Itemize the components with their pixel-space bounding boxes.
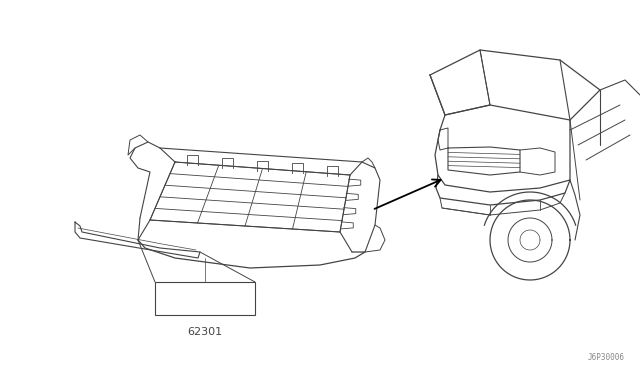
Bar <box>155 282 255 315</box>
Text: J6P30006: J6P30006 <box>588 353 625 362</box>
Text: 62301: 62301 <box>188 327 223 337</box>
